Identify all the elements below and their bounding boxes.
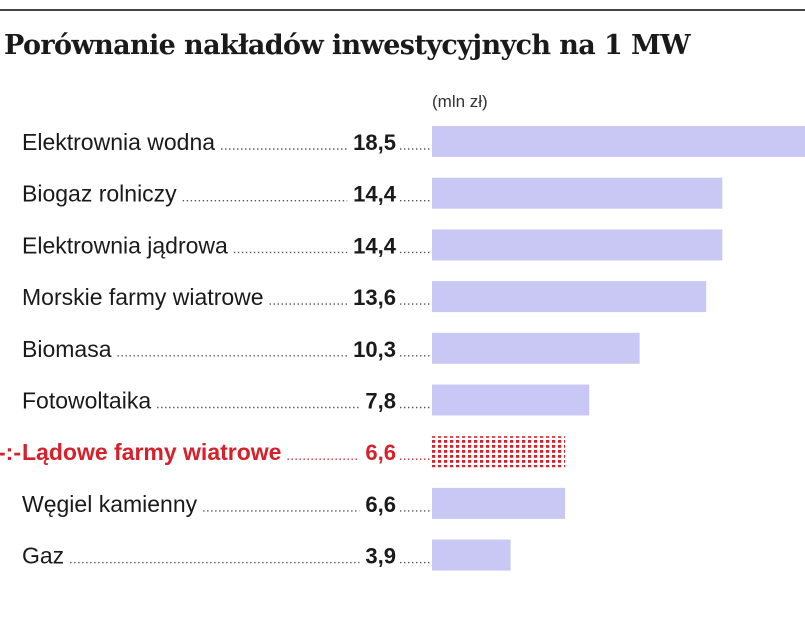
category-label: Fotowoltaika [22, 388, 151, 414]
bar [432, 384, 590, 416]
value-label: 10,3 [353, 337, 396, 362]
bar-row: Fotowoltaika 7,8 [22, 384, 590, 416]
value-label: 7,8 [365, 389, 396, 414]
highlight-marker: -:- [0, 439, 21, 465]
unit-label: (mln zł) [432, 92, 488, 111]
category-label: Biogaz rolniczy [22, 181, 177, 207]
chart-title: Porównanie nakładów inwestycyjnych na 1 … [4, 30, 691, 61]
value-label: 6,6 [365, 492, 396, 517]
value-label: 3,9 [365, 544, 396, 569]
category-label: Elektrownia jądrowa [22, 232, 228, 258]
value-label: 18,5 [353, 130, 396, 155]
value-label: 6,6 [365, 440, 396, 465]
category-label: Lądowe farmy wiatrowe [22, 439, 281, 465]
bar [432, 126, 805, 157]
bar-row: Węgiel kamienny 6,6 [22, 487, 566, 519]
category-label: Węgiel kamienny [22, 491, 198, 517]
highlighted-bar [432, 436, 566, 468]
top-rule [0, 9, 805, 11]
bar-row: Biogaz rolniczy 14,4 [22, 177, 723, 209]
bar [432, 539, 511, 571]
bar [432, 229, 723, 261]
bar [432, 281, 707, 313]
bar-row: Elektrownia wodna 18,5 [22, 126, 805, 157]
bar-row: Elektrownia jądrowa 14,4 [22, 229, 723, 261]
value-label: 14,4 [353, 233, 397, 258]
value-label: 14,4 [353, 182, 397, 207]
bar-row: Biomasa 10,3 [22, 332, 640, 364]
category-label: Biomasa [22, 336, 112, 362]
bar-row: Gaz 3,9 [22, 539, 511, 571]
bar [432, 487, 566, 519]
bar [432, 332, 640, 364]
category-label: Morskie farmy wiatrowe [22, 284, 264, 310]
bar [432, 177, 723, 209]
value-label: 13,6 [353, 285, 396, 310]
bar-row: Morskie farmy wiatrowe 13,6 [22, 281, 707, 313]
category-label: Elektrownia wodna [22, 129, 215, 155]
bar-row: -:- Lądowe farmy wiatrowe 6,6 [0, 436, 566, 468]
category-label: Gaz [22, 543, 64, 569]
